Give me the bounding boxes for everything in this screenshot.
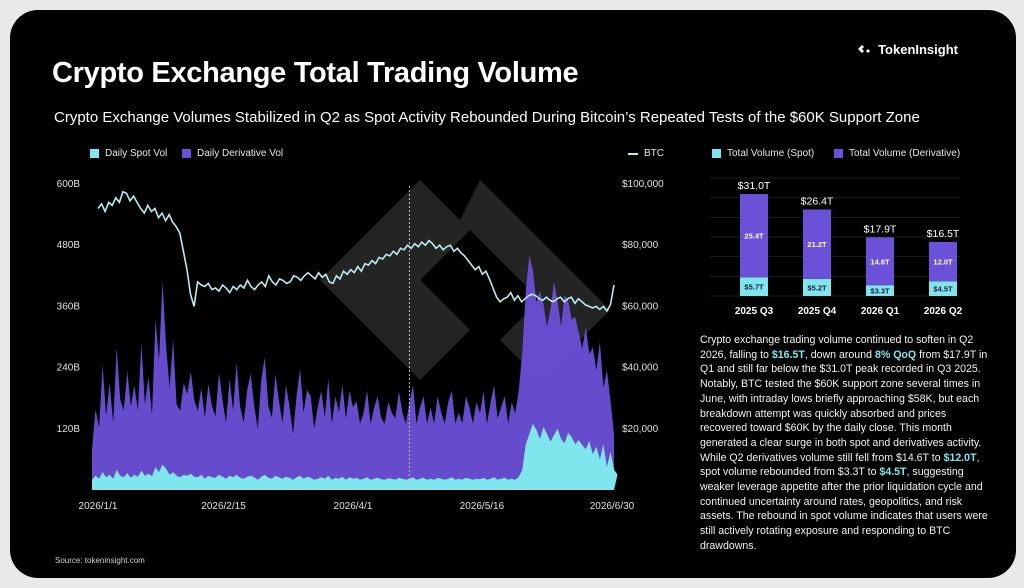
y-right-tick-label: $60,000	[622, 301, 659, 312]
bar-spot-value-label: $3.3T	[870, 287, 890, 296]
bar-spot-2026-Q1	[866, 285, 894, 296]
y-right-tick-label: $20,000	[622, 424, 659, 435]
x-tick-label: 2026/1/1	[79, 501, 118, 512]
legend-label: Total Volume (Derivative)	[849, 148, 961, 159]
page-subtitle: Crypto Exchange Volumes Stabilized in Q2…	[54, 109, 920, 126]
legend-swatch-btc	[628, 152, 638, 155]
bar-category-label: 2026 Q1	[861, 306, 900, 317]
legend-total-spot: Total Volume (Spot)	[712, 148, 814, 159]
bar-total-label: $26.4T	[801, 195, 834, 207]
bar-spot-value-label: $5.2T	[807, 283, 827, 292]
brand-logo: TokenInsight	[856, 41, 958, 57]
legend-btc: BTC	[628, 148, 664, 159]
x-tick-label: 2026/6/30	[590, 501, 635, 512]
legend-label: BTC	[644, 148, 664, 159]
bar-derivative-2025-Q3	[740, 194, 768, 278]
legend-swatch-spot	[712, 149, 721, 158]
x-tick-label: 2026/5/16	[460, 501, 505, 512]
page-title: Crypto Exchange Total Trading Volume	[52, 57, 579, 89]
bar-spot-2026-Q2	[929, 281, 957, 296]
bar-derivative-value-label: 25.4T	[744, 232, 764, 241]
bar-derivative-2026-Q2	[929, 241, 957, 282]
bar-category-label: 2025 Q4	[798, 306, 837, 317]
legend-label: Total Volume (Spot)	[727, 148, 815, 159]
y-left-tick-label: 360B	[57, 301, 81, 312]
bar-spot-2025-Q4	[803, 278, 831, 296]
commentary-part: , suggesting weaker leverage appetite af…	[700, 466, 988, 552]
series-daily-spot-area	[92, 423, 618, 490]
brand-name: TokenInsight	[878, 41, 958, 57]
bar-derivative-value-label: 12.0T	[933, 258, 953, 267]
report-card: TokenInsight Crypto Exchange Total Tradi…	[10, 10, 1016, 578]
legend-daily-derivative: Daily Derivative Vol	[182, 148, 283, 159]
bar-total-label: $16.5T	[927, 228, 960, 240]
legend-total-derivative: Total Volume (Derivative)	[834, 148, 960, 159]
y-right-tick-label: $40,000	[622, 363, 659, 374]
y-left-tick-label: 240B	[57, 363, 81, 374]
y-left-tick-label: 120B	[57, 424, 81, 435]
source-note: Source: tokeninsight.com	[55, 556, 145, 565]
y-left-tick-label: 480B	[57, 240, 81, 251]
commentary-text: Crypto exchange trading volume continued…	[700, 333, 990, 554]
commentary-part: , down around	[804, 348, 875, 361]
legend-swatch-spot	[90, 149, 99, 158]
commentary-part: , spot volume rebounded from $3.3T to	[700, 451, 980, 479]
highlight-q2-total: $16.5T	[771, 348, 805, 361]
quarterly-volume-chart: $5.7T 25.4T $31.0T 2025 Q3 $5.2T 21.2T $26.4T 2…	[710, 177, 963, 317]
commentary-part: Crypto exchange trading volume continued…	[700, 334, 974, 361]
bar-category-label: 2026 Q2	[924, 306, 963, 317]
bar-derivative-2025-Q4	[803, 209, 831, 279]
legend-label: Daily Derivative Vol	[197, 148, 284, 159]
bar-spot-value-label: $5.7T	[744, 283, 764, 292]
y-left-tick-label: 600B	[57, 179, 81, 190]
legend-swatch-derivative	[834, 149, 843, 158]
x-tick-label: 2026/2/15	[201, 501, 246, 512]
series-btc-price-line	[97, 190, 615, 313]
bar-total-label: $17.9T	[864, 223, 897, 235]
daily-volume-chart: 600B 480B 360B 240B 120B $100,000 $80,000 $60,0…	[57, 179, 665, 512]
legend-label: Daily Spot Vol	[105, 148, 168, 159]
bar-derivative-value-label: 14.6T	[870, 257, 890, 266]
bar-spot-value-label: $4.5T	[933, 285, 953, 294]
bar-category-label: 2025 Q3	[735, 306, 774, 317]
bar-total-label: $31.0T	[738, 180, 771, 192]
highlight-spot-volume: $4.5T	[879, 466, 907, 479]
tokeninsight-logo-icon	[858, 45, 871, 53]
highlight-qoq-change: 8% QoQ	[874, 348, 917, 361]
highlight-derivative-volume: $12.0T	[943, 451, 977, 464]
x-tick-label: 2026/4/1	[334, 501, 373, 512]
bar-derivative-value-label: 21.2T	[807, 240, 827, 249]
series-daily-derivative-area	[92, 255, 614, 490]
legend-daily-spot: Daily Spot Vol	[90, 148, 167, 159]
y-right-tick-label: $100,000	[622, 179, 664, 190]
bar-derivative-2026-Q1	[866, 237, 894, 286]
legend-swatch-derivative	[182, 149, 191, 158]
y-right-tick-label: $80,000	[622, 240, 659, 251]
commentary-part: from $17.9T in Q1 and still far below th…	[700, 348, 988, 464]
bar-spot-2025-Q3	[740, 277, 768, 296]
